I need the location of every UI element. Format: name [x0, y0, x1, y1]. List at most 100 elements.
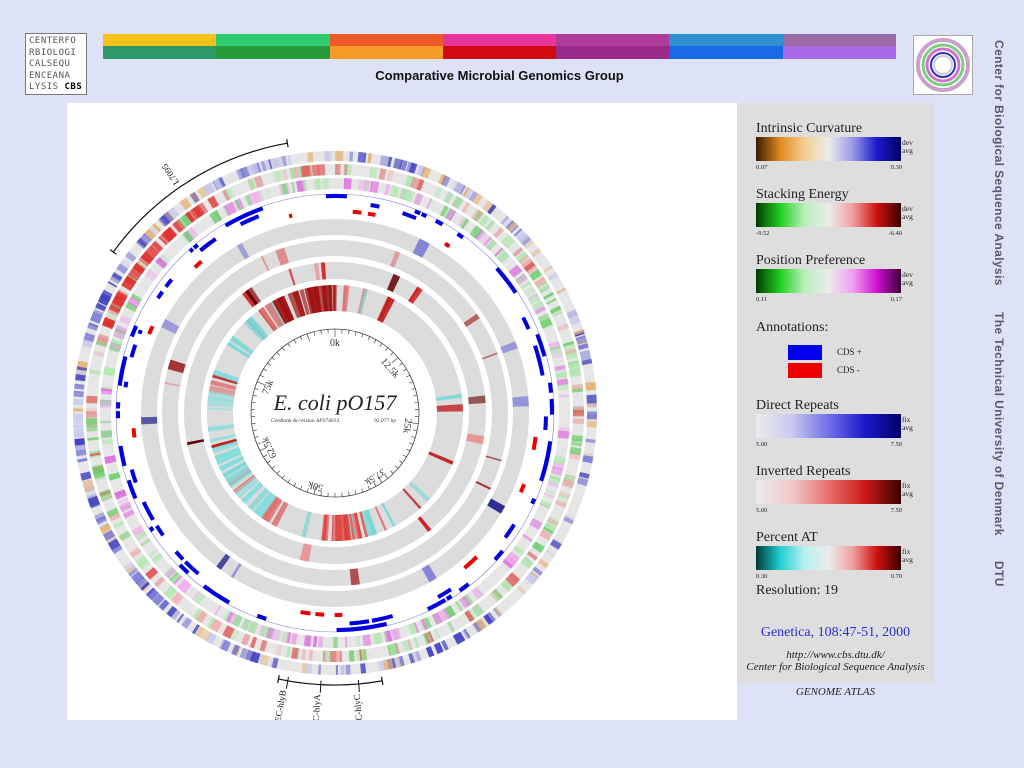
curvature-ring-band — [73, 428, 84, 434]
organism-name: E. coli pO157 — [273, 390, 398, 415]
percent-at-ring-band — [342, 285, 350, 312]
cds-plus-feature — [130, 325, 139, 338]
stacking-energy-ring-band — [549, 305, 562, 314]
stacking-energy-ring-band — [502, 579, 514, 591]
percent-at-ring-band — [282, 295, 295, 320]
stacking-energy-ring-band — [416, 179, 425, 191]
legend-gradient — [756, 269, 901, 293]
scale-tick — [411, 388, 416, 390]
curvature-ring-band — [515, 230, 529, 244]
stacking-energy-ring-band — [93, 470, 106, 479]
curvature-ring-band — [195, 626, 205, 637]
legend-min: 5.00 — [756, 507, 768, 514]
percent-at-ring-band — [214, 447, 241, 461]
curvature-ring-band — [219, 176, 226, 187]
curvature-ring-band — [140, 581, 150, 591]
curvature-ring-band — [465, 188, 473, 199]
stacking-energy-ring-band — [95, 340, 108, 348]
curvature-ring-band — [581, 358, 593, 366]
scale-tick — [263, 454, 268, 458]
position-preference-ring-band — [343, 178, 352, 190]
curvature-ring-band — [256, 162, 262, 173]
scale-tick — [300, 485, 303, 490]
curvature-ring-band — [547, 272, 559, 281]
curvature-ring-band — [500, 215, 510, 225]
curvature-ring-band — [95, 302, 107, 312]
position-preference-ring-band — [454, 600, 464, 612]
legend-title: Inverted Repeats — [756, 464, 851, 479]
inverted-repeats-ring-2-band — [299, 543, 312, 562]
accession-label: GenBank Accession AF074613 — [271, 417, 339, 424]
position-preference-ring-band — [472, 227, 483, 239]
stacking-energy-ring-band — [121, 277, 136, 292]
cds-plus-feature — [129, 469, 138, 484]
curvature-ring-band — [568, 313, 581, 326]
stacking-energy-ring-band — [127, 268, 142, 281]
position-preference-ring-band — [214, 605, 222, 616]
curvature-ring-band — [128, 567, 139, 577]
percent-at-ring-band — [321, 514, 328, 541]
scale-tick — [348, 491, 350, 496]
direct-repeats-ring-band — [216, 553, 231, 570]
position-preference-ring-band — [122, 509, 135, 519]
position-preference-ring-band — [131, 525, 145, 537]
curvature-ring-band — [585, 381, 596, 391]
cds-plus-feature — [414, 209, 422, 216]
position-preference-ring-band — [290, 632, 298, 645]
stacking-energy-ring-band — [508, 572, 521, 584]
curvature-ring-band — [305, 663, 313, 674]
curvature-ring-band — [543, 265, 553, 273]
scale-tick — [306, 488, 309, 493]
stacking-energy-ring-band — [413, 636, 420, 649]
cds-plus-feature — [325, 194, 347, 199]
inverted-repeats-ring-base — [162, 240, 508, 586]
scale-tick — [402, 368, 407, 372]
position-preference-ring-band — [100, 399, 112, 408]
stacking-energy-ring-band — [222, 189, 231, 201]
logo-cbs: CBS — [58, 82, 83, 92]
scale-tick — [411, 436, 416, 438]
logo-line: RBIOLOGI — [29, 47, 77, 58]
stacking-energy-ring-band — [359, 649, 363, 661]
stacking-energy-ring-band — [542, 291, 555, 300]
stacking-energy-ring-band — [247, 177, 257, 191]
curvature-ring-band — [456, 183, 464, 194]
percent-at-ring-band — [287, 292, 302, 319]
citation-link[interactable]: Genetica, 108:47-51, 2000 — [760, 625, 911, 640]
legend-title: Intrinsic Curvature — [756, 121, 863, 136]
stacking-energy-ring-band — [410, 176, 421, 190]
inverted-repeats-ring-band — [164, 382, 181, 387]
curvature-ring-band — [81, 339, 94, 349]
position-preference-ring-band — [476, 230, 486, 242]
curvature-ring-band — [532, 566, 543, 576]
scale-tick — [293, 482, 297, 487]
genome-atlas-thumbnail — [913, 35, 973, 95]
position-preference-ring-band — [485, 238, 498, 251]
scale-tick — [276, 470, 280, 474]
curvature-ring-band — [438, 174, 447, 185]
scale-tick — [367, 485, 370, 490]
position-preference-ring-band — [322, 178, 330, 190]
curvature-ring-band — [458, 184, 467, 195]
position-preference-ring-band — [344, 636, 348, 648]
credit-url[interactable]: http://www.cbs.dtu.dk/ — [786, 649, 885, 661]
stacking-energy-ring-band — [339, 650, 343, 662]
percent-at-ring-band — [243, 484, 264, 505]
position-preference-ring-band — [459, 217, 470, 230]
gene-tick — [319, 680, 322, 693]
stacking-energy-ring-band — [87, 436, 99, 441]
position-preference-ring-band — [265, 187, 271, 200]
scale-tick — [402, 454, 407, 458]
position-preference-ring-band — [100, 420, 112, 424]
legend-title: Position Preference — [756, 253, 866, 268]
stacking-energy-ring-band — [86, 423, 98, 432]
stacking-energy-ring-band — [107, 307, 120, 317]
atlas-rings — [73, 151, 597, 675]
curvature-ring-band — [513, 228, 523, 237]
cds-plus-feature — [493, 549, 505, 561]
position-preference-ring-band — [413, 192, 424, 206]
curvature-ring-band — [269, 656, 275, 668]
curvature-ring-band — [75, 449, 87, 457]
stacking-energy-ring-band — [491, 588, 504, 601]
curvature-ring-band — [472, 620, 483, 633]
